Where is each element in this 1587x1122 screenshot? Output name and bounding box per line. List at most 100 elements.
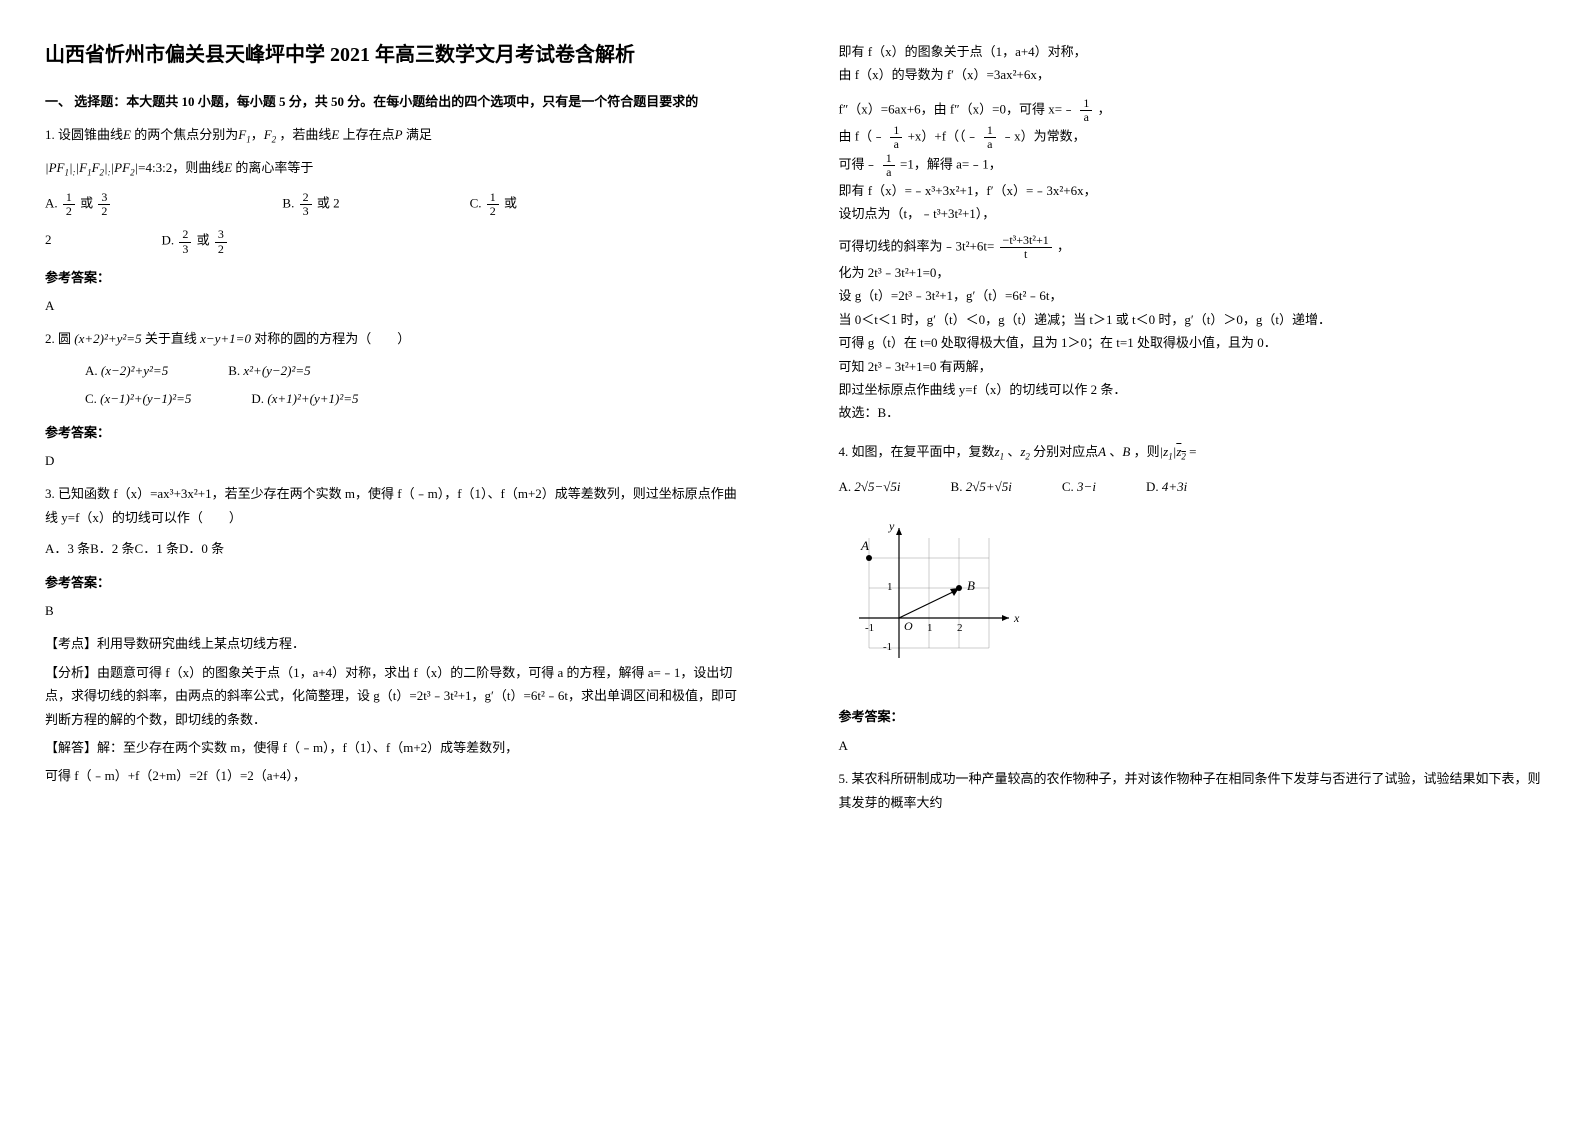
frac-1-a-1: 1a [1080,97,1092,124]
left-column: 山西省忻州市偏关县天峰坪中学 2021 年高三数学文月考试卷含解析 一、 选择题… [0,0,794,1122]
r-l1: 即有 f（x）的图象关于点（1，a+4）对称， [839,40,1543,63]
q2-text: 2. 圆 (x+2)²+y²=5 关于直线 x−y+1=0 对称的圆的方程为（ … [45,327,749,350]
ratio-terms: |PF1|:|F1F2|:|PF2| [45,160,138,175]
frac-2-3b: 23 [179,228,191,255]
q1-options-row1: A. 12 或 32 B. 23 或 2 C. 12 或 [45,191,749,218]
q1-optA-label: A. [45,196,58,211]
svg-text:B: B [967,578,975,593]
q2-optA-eq: (x−2)²+y²=5 [101,363,168,378]
q2-opt-c: C. (x−1)²+(y−1)²=5 [85,387,191,410]
r-l3: f″（x）=6ax+6，由 f″（x）=0，可得 x=﹣ 1a ， [839,97,1543,124]
frac-2-3: 23 [300,191,312,218]
question-1: 1. 设圆锥曲线E 的两个焦点分别为F1，F2 ，若曲线E 上存在点P 满足 |… [45,123,749,317]
r-l3b: ， [1098,101,1111,116]
q3-line1: 可得 f（﹣m）+f（2+m）=2f（1）=2（a+4）， [45,764,749,787]
q4-text-d: 、 [1109,444,1122,459]
frac-1-a-3: 1a [984,124,996,151]
r-l13: 可知 2t³﹣3t²+1=0 有两解， [839,355,1543,378]
question-4: 4. 如图，在复平面中，复数z1 、z2 分别对应点A 、B ，则|z1|z2 … [839,440,1543,757]
q4-optB-eq: 2√5+√5i [966,479,1012,494]
r-l4c: ﹣x）为常数， [1001,129,1086,144]
q3-jiedai: 【解答】解：至少存在两个实数 m，使得 f（﹣m），f（1）、f（m+2）成等差… [45,736,749,759]
q1-opt-c2: 2 [45,228,52,255]
r-l8b: ， [1057,238,1070,253]
expr-z1z2: |z1|z2 [1160,444,1186,459]
q1-opt-a: A. 12 或 32 [45,191,112,218]
question-2: 2. 圆 (x+2)²+y²=5 关于直线 x−y+1=0 对称的圆的方程为（ … [45,327,749,472]
q1-text-e: 满足 [406,127,432,142]
q4-opt-d: D. 4+3i [1146,475,1187,498]
q3-fenxi: 【分析】由题意可得 f（x）的图象关于点（1，a+4）对称，求出 f（x）的二阶… [45,661,749,731]
frac-1-2b: 12 [487,191,499,218]
r-l5: 可得﹣ 1a =1，解得 a=﹣1， [839,152,1543,179]
q1-answer-label: 参考答案： [45,266,749,289]
q4-options: A. 2√5−√5i B. 2√5+√5i C. 3−i D. 4+3i [839,475,1543,498]
r-l2: 由 f（x）的导数为 f′（x）=3ax²+6x， [839,63,1543,86]
frac-1-a-2: 1a [890,124,902,151]
q4-text-a: 4. 如图，在复平面中，复数 [839,444,995,459]
q1-answer: A [45,294,749,317]
svg-text:2: 2 [957,622,963,634]
q2-optA-label: A. [85,363,98,378]
q3-text: 3. 已知函数 f（x）=ax³+3x²+1，若至少存在两个实数 m，使得 f（… [45,482,749,529]
q5-text: 5. 某农科所研制成功一种产量较高的农作物种子，并对该作物种子在相同条件下发芽与… [839,767,1543,814]
q1-text-a: 1. 设圆锥曲线 [45,127,123,142]
var-z1: z1 [995,444,1005,459]
var-E: E [123,127,131,142]
q4-opt-c: C. 3−i [1062,475,1096,498]
svg-text:1: 1 [887,581,893,593]
q2-opt-b: B. x²+(y−2)²=5 [228,359,310,382]
q1-optD-or: 或 [197,233,210,248]
q2-mid: 关于直线 [145,331,197,346]
var-z2: z2 [1020,444,1030,459]
q4-opt-b: B. 2√5+√5i [951,475,1012,498]
r-l5b: =1，解得 a=﹣1， [900,156,1002,171]
q4-optA-label: A. [839,479,852,494]
q4-text: 4. 如图，在复平面中，复数z1 、z2 分别对应点A 、B ，则|z1|z2 … [839,440,1543,465]
q2-end: 对称的圆的方程为（ ） [254,331,410,346]
svg-text:-1: -1 [883,641,892,653]
q4-optB-label: B. [951,479,963,494]
q2-optD-eq: (x+1)²+(y+1)²=5 [267,391,358,406]
var-E3: E [224,160,232,175]
document-title: 山西省忻州市偏关县天峰坪中学 2021 年高三数学文月考试卷含解析 [45,40,749,70]
svg-text:y: y [888,519,895,533]
var-F2: F2 [264,127,276,142]
frac-1-2: 12 [63,191,75,218]
q2-row2: C. (x−1)²+(y−1)²=5 D. (x+1)²+(y+1)²=5 [45,387,749,410]
svg-text:O: O [904,619,913,633]
q1-optA-or: 或 [80,196,93,211]
q4-opt-a: A. 2√5−√5i [839,475,901,498]
r-l4b: +x）+f（（﹣ [908,129,979,144]
q3-options: A．3 条B．2 条C．1 条D．0 条 [45,537,749,560]
q3-answer: B [45,599,749,622]
q1-optB-label: B. [282,196,294,211]
r-l7: 设切点为（t，﹣t³+3t²+1）， [839,202,1543,225]
q1-text-c: ，若曲线 [279,127,331,142]
q2-opt-a: A. (x−2)²+y²=5 [85,359,168,382]
coordinate-plane-chart: A B O x y -1 1 2 1 -1 [839,518,1029,678]
r-l10: 设 g（t）=2t³﹣3t²+1，g′（t）=6t²﹣6t， [839,284,1543,307]
q2-optD-label: D. [251,391,264,406]
q2-eq1: (x+2)²+y²=5 [74,331,141,346]
q4-optA-eq: 2√5−√5i [854,479,900,494]
section-header: 一、 选择题：本大题共 10 小题，每小题 5 分，共 50 分。在每小题给出的… [45,90,749,113]
r-l4a: 由 f（﹣ [839,129,886,144]
q1-opt-b: B. 23 或 2 [282,191,339,218]
q4-answer: A [839,734,1543,757]
q2-text-a: 2. 圆 [45,331,71,346]
q1-options-row2: 2 D. 23 或 32 [45,228,749,255]
q2-answer: D [45,449,749,472]
frac-1-a-4: 1a [883,152,895,179]
q1-ratio-line: |PF1|:|F1F2|:|PF2|=4:3:2，则曲线E 的离心率等于 [45,156,749,181]
q3-answer-label: 参考答案： [45,571,749,594]
q1-opt-d: D. 23 或 32 [162,228,229,255]
q2-optB-label: B. [228,363,240,378]
q4-text-b: 、 [1007,444,1020,459]
svg-text:1: 1 [927,622,933,634]
q1-text-d: 上存在点 [343,127,395,142]
frac-slope: −t³+3t²+1t [1000,234,1052,261]
r-l4: 由 f（﹣ 1a +x）+f（（﹣ 1a ﹣x）为常数， [839,124,1543,151]
q2-eq2: x−y+1=0 [200,331,251,346]
q4-optC-label: C. [1062,479,1074,494]
